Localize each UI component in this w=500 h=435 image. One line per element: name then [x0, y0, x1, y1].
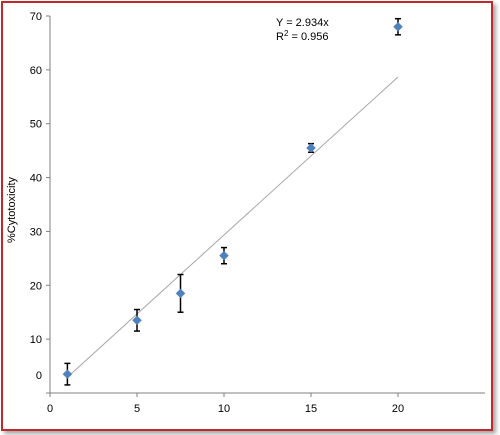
x-tick-label: 5 — [134, 403, 140, 415]
axes — [49, 16, 485, 394]
error-bars — [64, 17, 401, 386]
y-tick-label: 60 — [30, 65, 42, 77]
data-point — [306, 143, 316, 153]
trendline — [67, 76, 399, 378]
y-tick-label: 10 — [30, 334, 42, 346]
y-tick-label: 40 — [30, 173, 42, 185]
y-tick-label: 30 — [30, 226, 42, 238]
data-point — [219, 250, 229, 261]
r-squared-superscript: 2 — [284, 29, 289, 38]
x-tick-label: 10 — [218, 403, 230, 415]
x-tick-label: 15 — [305, 403, 317, 415]
data-points — [62, 21, 403, 380]
data-point — [62, 369, 73, 380]
x-ticks: 0 5 10 15 20 — [47, 393, 404, 415]
chart-frame — [1, 1, 493, 431]
y-tick-label: 70 — [30, 11, 42, 23]
y-tick-label: 50 — [30, 119, 42, 131]
y-tick-label: 20 — [30, 280, 42, 292]
y-axis-title: %Cytotoxicity — [6, 176, 18, 243]
y-tick-label: 0 — [36, 370, 42, 382]
data-point — [132, 315, 142, 326]
data-point — [393, 21, 403, 32]
r-squared-r: R — [276, 31, 284, 43]
y-ticks: 0 10 20 30 40 50 60 70 — [30, 11, 50, 394]
r-squared-label: R2 = 0.956 — [276, 29, 328, 43]
data-point — [175, 288, 186, 299]
r-squared-value: = 0.956 — [288, 31, 328, 43]
trendline-equation: Y = 2.934x — [276, 17, 329, 29]
x-tick-label: 20 — [392, 403, 404, 415]
x-tick-label: 0 — [47, 403, 53, 415]
